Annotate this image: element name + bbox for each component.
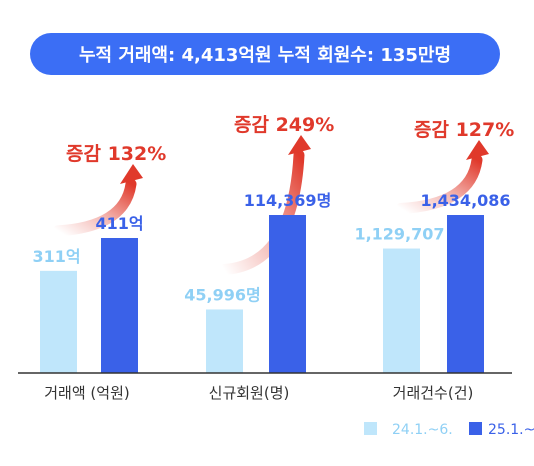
increase-arrowhead-1 (120, 164, 143, 184)
bar-after-3 (447, 215, 484, 373)
value-label-after-2: 114,369명 (244, 191, 332, 210)
increase-arrow-1 (52, 178, 137, 237)
category-label-1: 거래액 (억원) (44, 384, 129, 402)
summary-banner-text: 누적 거래액: 4,413억원 누적 회원수: 135만명 (79, 45, 451, 66)
value-label-after-1: 411억 (95, 214, 143, 233)
legend-label-before: 24.1.~6. (392, 422, 453, 438)
increase-arrowhead-3 (466, 140, 489, 160)
bar-before-1 (40, 270, 77, 373)
bar-before-3 (383, 248, 420, 373)
legend-label-after: 25.1.~ (488, 422, 534, 438)
value-label-after-3: 1,434,086 (420, 191, 510, 210)
value-label-before-2: 45,996명 (184, 285, 260, 304)
increase-label-1: 증감 132% (66, 143, 166, 165)
legend-swatch-after (469, 422, 482, 435)
summary-banner (30, 33, 500, 75)
increase-arrowhead-2 (288, 135, 311, 155)
category-label-2: 신규회원(명) (209, 384, 290, 402)
increase-label-3: 증감 127% (414, 119, 514, 141)
bar-before-2 (206, 309, 243, 373)
increase-label-2: 증감 249% (234, 114, 334, 136)
category-label-3: 거래건수(건) (393, 384, 474, 402)
value-label-before-3: 1,129,707 (354, 225, 444, 244)
value-label-before-1: 311억 (32, 247, 80, 266)
bar-after-2 (269, 215, 306, 373)
legend-swatch-before (364, 422, 377, 435)
increase-arrow-3 (395, 154, 483, 215)
bar-after-1 (101, 238, 138, 373)
